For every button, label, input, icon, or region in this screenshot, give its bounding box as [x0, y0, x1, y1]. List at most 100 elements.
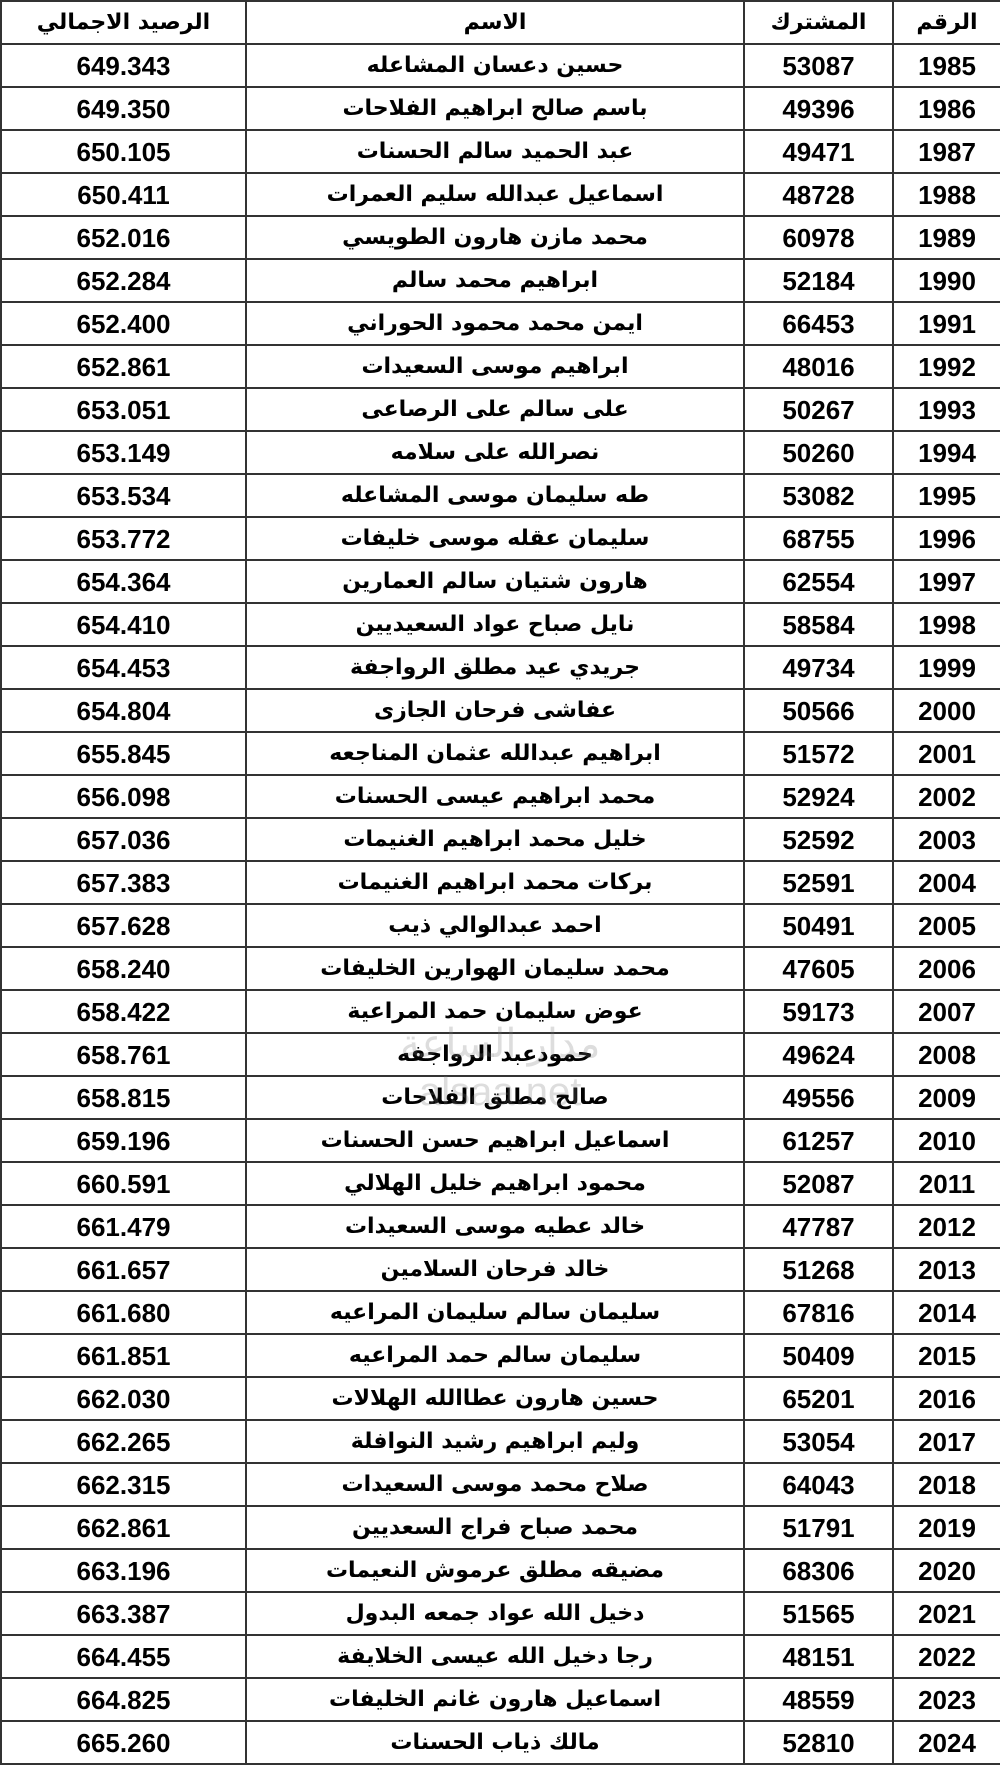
cell-name: على سالم على الرصاعى: [245, 387, 745, 432]
cell-balance: 661.851: [0, 1333, 247, 1378]
cell-balance: 661.657: [0, 1247, 247, 1292]
cell-name: حسين هارون عطاالله الهلالات: [245, 1376, 745, 1421]
cell-balance: 650.411: [0, 172, 247, 217]
table-row: 2018 64043 صلاح محمد موسى السعيدات 662.315: [0, 1462, 1000, 1507]
cell-id: 2019: [892, 1505, 1000, 1550]
table-row: 2019 51791 محمد صباح فراج السعديين 662.861: [0, 1505, 1000, 1550]
table-row: 2008 49624 حمودعبد الرواجفه 658.761: [0, 1032, 1000, 1077]
cell-id: 2003: [892, 817, 1000, 862]
cell-balance: 661.680: [0, 1290, 247, 1335]
table-row: 2003 52592 خليل محمد ابراهيم الغنيمات 657.0…: [0, 817, 1000, 862]
cell-subscriber: 66453: [743, 301, 894, 346]
cell-balance: 661.479: [0, 1204, 247, 1249]
cell-id: 1986: [892, 86, 1000, 131]
table-row: 2024 52810 مالك ذياب الحسنات 665.260: [0, 1720, 1000, 1765]
cell-id: 2006: [892, 946, 1000, 991]
table-row: 1991 66453 ايمن محمد محمود الحوراني 652.400: [0, 301, 1000, 346]
header-row: الرقم المشترك الاسم الرصيد الاجمالي: [0, 0, 1000, 45]
cell-subscriber: 67816: [743, 1290, 894, 1335]
cell-subscriber: 59173: [743, 989, 894, 1034]
cell-subscriber: 49556: [743, 1075, 894, 1120]
table-row: 1997 62554 هارون شتيان سالم العمارين 654.36…: [0, 559, 1000, 604]
cell-balance: 655.845: [0, 731, 247, 776]
cell-balance: 649.343: [0, 43, 247, 88]
cell-name: نايل صباح عواد السعيديين: [245, 602, 745, 647]
cell-subscriber: 62554: [743, 559, 894, 604]
cell-subscriber: 60978: [743, 215, 894, 260]
cell-balance: 652.016: [0, 215, 247, 260]
cell-subscriber: 50566: [743, 688, 894, 733]
cell-balance: 663.196: [0, 1548, 247, 1593]
cell-id: 2010: [892, 1118, 1000, 1163]
cell-name: صلاح محمد موسى السعيدات: [245, 1462, 745, 1507]
cell-id: 1998: [892, 602, 1000, 647]
cell-id: 2018: [892, 1462, 1000, 1507]
cell-name: حسين دعسان المشاعله: [245, 43, 745, 88]
cell-id: 1989: [892, 215, 1000, 260]
cell-id: 2005: [892, 903, 1000, 948]
table-row: 2013 51268 خالد فرحان السلامين 661.657: [0, 1247, 1000, 1292]
cell-name: خالد فرحان السلامين: [245, 1247, 745, 1292]
cell-name: طه سليمان موسى المشاعله: [245, 473, 745, 518]
header-name: الاسم: [245, 0, 745, 45]
table-row: 2001 51572 ابراهيم عبدالله عثمان المناجعه 6…: [0, 731, 1000, 776]
table-row: 2017 53054 وليم ابراهيم رشيد النوافلة 662.2…: [0, 1419, 1000, 1464]
cell-id: 1992: [892, 344, 1000, 389]
cell-subscriber: 49396: [743, 86, 894, 131]
table-row: 2020 68306 مضيقه مطلق عرموش النعيمات 663.19…: [0, 1548, 1000, 1593]
cell-name: ابراهيم محمد سالم: [245, 258, 745, 303]
cell-id: 2024: [892, 1720, 1000, 1765]
cell-balance: 653.149: [0, 430, 247, 475]
cell-balance: 662.315: [0, 1462, 247, 1507]
cell-name: عفاشى فرحان الجازى: [245, 688, 745, 733]
cell-balance: 657.383: [0, 860, 247, 905]
cell-id: 2014: [892, 1290, 1000, 1335]
table-row: 2021 51565 دخيل الله عواد جمعه البدول 663.3…: [0, 1591, 1000, 1636]
cell-name: محمد ابراهيم عيسى الحسنات: [245, 774, 745, 819]
table-row: 1987 49471 عبد الحميد سالم الحسنات 650.105: [0, 129, 1000, 174]
table-row: 2007 59173 عوض سليمان حمد المراعية 658.422: [0, 989, 1000, 1034]
table-row: 2006 47605 محمد سليمان الهوارين الخليفات 65…: [0, 946, 1000, 991]
cell-id: 2004: [892, 860, 1000, 905]
cell-id: 2001: [892, 731, 1000, 776]
cell-subscriber: 52810: [743, 1720, 894, 1765]
table-row: 1989 60978 محمد مازن هارون الطويسي 652.016: [0, 215, 1000, 260]
cell-balance: 662.861: [0, 1505, 247, 1550]
table-row: 2010 61257 اسماعيل ابراهيم حسن الحسنات 659.…: [0, 1118, 1000, 1163]
cell-subscriber: 52087: [743, 1161, 894, 1206]
cell-subscriber: 49624: [743, 1032, 894, 1077]
cell-subscriber: 53082: [743, 473, 894, 518]
table-row: 2016 65201 حسين هارون عطاالله الهلالات 662.…: [0, 1376, 1000, 1421]
table-row: 1994 50260 نصرالله على سلامه 653.149: [0, 430, 1000, 475]
cell-id: 1999: [892, 645, 1000, 690]
cell-id: 2000: [892, 688, 1000, 733]
table-row: 2000 50566 عفاشى فرحان الجازى 654.804: [0, 688, 1000, 733]
cell-id: 2013: [892, 1247, 1000, 1292]
table-row: 2023 48559 اسماعيل هارون غانم الخليفات 664.…: [0, 1677, 1000, 1722]
cell-balance: 654.804: [0, 688, 247, 733]
table-row: 1990 52184 ابراهيم محمد سالم 652.284: [0, 258, 1000, 303]
cell-name: ابراهيم عبدالله عثمان المناجعه: [245, 731, 745, 776]
cell-balance: 657.628: [0, 903, 247, 948]
cell-balance: 649.350: [0, 86, 247, 131]
cell-balance: 660.591: [0, 1161, 247, 1206]
cell-subscriber: 68755: [743, 516, 894, 561]
cell-subscriber: 48016: [743, 344, 894, 389]
cell-id: 1994: [892, 430, 1000, 475]
cell-name: مضيقه مطلق عرموش النعيمات: [245, 1548, 745, 1593]
cell-subscriber: 61257: [743, 1118, 894, 1163]
cell-balance: 662.030: [0, 1376, 247, 1421]
cell-name: محمد مازن هارون الطويسي: [245, 215, 745, 260]
cell-balance: 663.387: [0, 1591, 247, 1636]
table-row: 1995 53082 طه سليمان موسى المشاعله 653.534: [0, 473, 1000, 518]
cell-subscriber: 48728: [743, 172, 894, 217]
cell-name: بركات محمد ابراهيم الغنيمات: [245, 860, 745, 905]
cell-subscriber: 49734: [743, 645, 894, 690]
cell-balance: 656.098: [0, 774, 247, 819]
cell-name: وليم ابراهيم رشيد النوافلة: [245, 1419, 745, 1464]
table-row: 2005 50491 احمد عبدالوالي ذيب 657.628: [0, 903, 1000, 948]
cell-subscriber: 50409: [743, 1333, 894, 1378]
cell-id: 2012: [892, 1204, 1000, 1249]
table-row: 1986 49396 باسم صالح ابراهيم الفلاحات 649.3…: [0, 86, 1000, 131]
cell-subscriber: 50260: [743, 430, 894, 475]
